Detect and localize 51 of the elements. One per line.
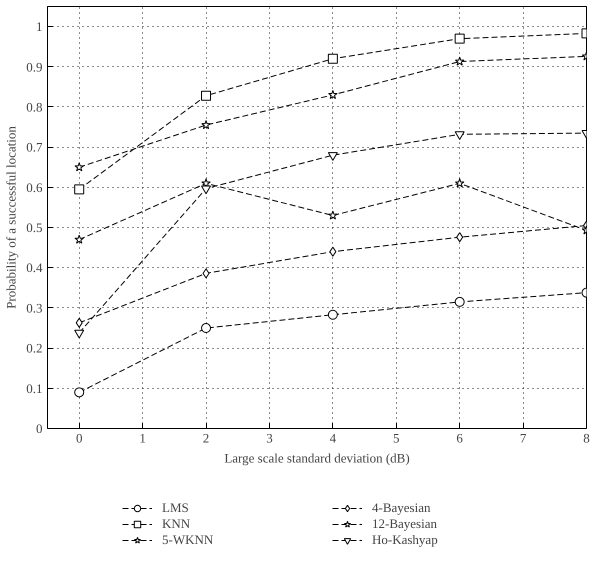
x-tick-label: 7 — [520, 430, 527, 446]
y-tick-label: 0.5 — [26, 220, 42, 236]
point — [74, 330, 84, 339]
x-tick-label: 1 — [139, 430, 146, 446]
legend-label: KNN — [162, 516, 192, 532]
point — [454, 34, 465, 44]
point — [328, 210, 338, 220]
point — [454, 178, 464, 188]
point — [201, 90, 212, 101]
point — [329, 246, 336, 257]
point — [76, 318, 83, 328]
point — [454, 56, 464, 66]
legend-label: 5-WKNN — [162, 532, 214, 548]
x-tick-label: 2 — [202, 430, 210, 446]
x-tick-label: 0 — [76, 430, 82, 446]
y-tick-label: 0.3 — [26, 300, 42, 316]
point — [454, 131, 465, 140]
y-tick-label: 0.8 — [26, 99, 42, 114]
legend-label: 4-Bayesian — [372, 500, 432, 516]
point — [201, 185, 212, 194]
legend-label: LMS — [162, 500, 190, 516]
legend-label: Ho-Kashyap — [372, 532, 439, 548]
point — [201, 120, 211, 130]
y-tick-label: 0.7 — [26, 140, 43, 155]
legend-label: 12-Bayesian — [372, 516, 438, 532]
point — [328, 90, 338, 100]
point — [74, 234, 84, 244]
point — [74, 162, 84, 172]
point — [328, 310, 338, 320]
y-tick-label: 1 — [36, 19, 42, 34]
x-tick-label: 3 — [266, 430, 273, 446]
point — [456, 232, 464, 242]
x-tick-label: 5 — [393, 430, 400, 446]
y-tick-label: 0.6 — [26, 180, 43, 195]
point — [202, 268, 210, 278]
x-axis-title: Large scale standard deviation (dB) — [224, 450, 410, 466]
point — [454, 296, 465, 307]
x-tick-label: 4 — [330, 430, 337, 446]
point — [74, 184, 84, 194]
point — [74, 387, 84, 398]
point — [201, 323, 212, 334]
y-tick-label: 0.1 — [26, 380, 42, 396]
y-tick-label: 0.9 — [26, 59, 42, 74]
point — [328, 54, 338, 64]
y-axis-title: Probability of a successful location — [3, 126, 18, 309]
point — [328, 152, 338, 161]
x-tick-label: 8 — [583, 430, 590, 446]
y-tick-label: 0.4 — [26, 260, 43, 276]
y-tick-label: 0 — [36, 421, 42, 436]
y-tick-label: 0.2 — [26, 340, 42, 356]
x-tick-label: 6 — [456, 430, 464, 446]
